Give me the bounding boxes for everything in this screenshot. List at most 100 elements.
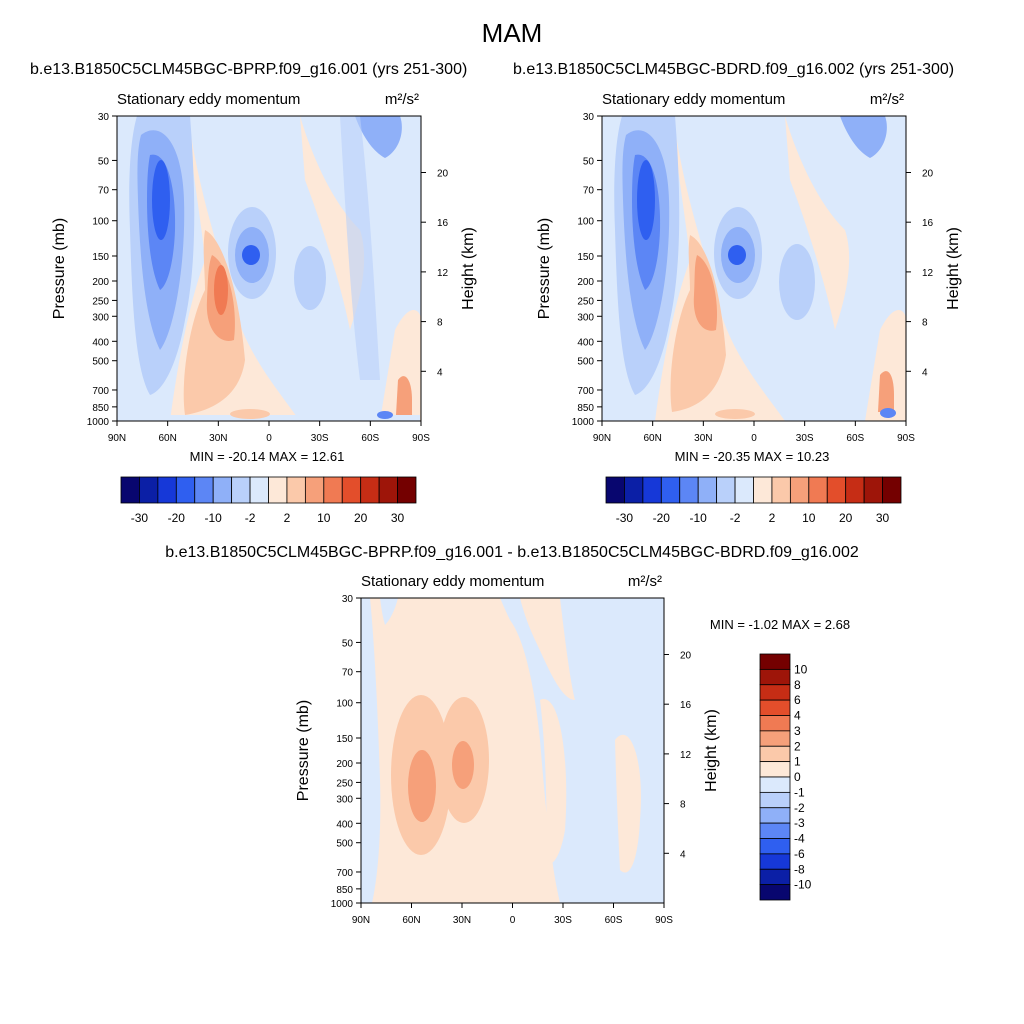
panel1-xtick-label: 60S <box>361 433 379 444</box>
panel1-plot <box>116 115 422 422</box>
panel1-xtick-label: 30S <box>311 433 329 444</box>
panel3-colorbar-label: -6 <box>794 847 805 861</box>
panel2-xtick-label: 30S <box>796 433 814 444</box>
panel3-units: m²/s² <box>628 573 662 590</box>
panel3-colorbar-label: 0 <box>794 770 801 784</box>
panel3-colorbar-box <box>759 791 791 809</box>
panel2-y2tick-label: 16 <box>922 218 934 229</box>
panel2-colorbar-box <box>679 476 699 504</box>
panel1-colorbar-box <box>341 476 362 504</box>
panel1-colorbar-label: 2 <box>284 511 291 525</box>
panel3-ytick-label: 100 <box>336 699 353 710</box>
panel1-colorbar-label: -20 <box>168 511 186 525</box>
panel2-case-title: b.e13.B1850C5CLM45BGC-BDRD.f09_g16.002 (… <box>513 61 955 78</box>
panel3-xtick-label: 0 <box>510 915 516 926</box>
panel3-ytick-label: 400 <box>336 819 353 830</box>
panel3-colorbar-box <box>759 745 791 763</box>
panel3-colorbar-box <box>759 884 791 901</box>
panel1-colorbar-box <box>157 476 177 504</box>
panel3-xtick-label: 90S <box>655 915 673 926</box>
panel2-colorbar-label: 2 <box>769 511 776 525</box>
panel3-ytick-label: 50 <box>342 638 354 649</box>
panel2-colorbar-box <box>734 476 754 504</box>
panel1-case-title: b.e13.B1850C5CLM45BGC-BPRP.f09_g16.001 (… <box>30 61 468 78</box>
panel1-ytick-label: 50 <box>98 156 110 167</box>
panel3-colorbar-label: 8 <box>794 678 801 692</box>
panel3-ytick-label: 500 <box>336 839 353 850</box>
panel3-colorbar-box <box>759 668 791 686</box>
panel3-colorbar-box <box>759 807 791 824</box>
panel3-colorbar-label: -8 <box>794 862 805 876</box>
panel2-xtick-label: 90N <box>593 433 611 444</box>
panel3-xtick-label: 30S <box>554 915 572 926</box>
panel3-colorbar-box <box>759 684 791 701</box>
panel1-colorbar-box <box>360 476 380 504</box>
panel1-colorbar-box <box>286 476 306 504</box>
panel2-colorbar-box <box>845 476 865 504</box>
panel1-colorbar-label: -2 <box>245 511 256 525</box>
panel1-y2tick-label: 16 <box>437 218 449 229</box>
panel3-colorbar-label: -1 <box>794 785 805 799</box>
panel1-y2tick-label: 4 <box>437 367 443 378</box>
panel3-ytick-label: 30 <box>342 594 354 605</box>
panel3-y2label: Height (km) <box>703 709 720 792</box>
panel2-ytick-label: 100 <box>577 217 594 228</box>
panel2-ytick-label: 150 <box>577 252 594 263</box>
panel2-ytick-label: 200 <box>577 277 594 288</box>
panel1-y2tick-label: 8 <box>437 318 443 329</box>
panel2-colorbar-label: -30 <box>616 511 634 525</box>
panel3-colorbar-box <box>759 838 791 855</box>
panel3-y2tick-label: 16 <box>680 700 692 711</box>
panel1-colorbar-label: 30 <box>391 511 405 525</box>
panel3-field-title: Stationary eddy momentum <box>361 573 544 590</box>
panel1-colorbar-box <box>397 476 417 504</box>
panel3-y2tick-label: 4 <box>680 849 686 860</box>
panel2-colorbar-label: -20 <box>653 511 671 525</box>
panel3-colorbar-box <box>759 699 791 716</box>
panel1-minmax: MIN = -20.14 MAX = 12.61 <box>190 449 345 464</box>
panel1-colorbar-box <box>120 476 140 504</box>
panel2-colorbar-box <box>605 476 625 504</box>
panel2-colorbar-box <box>697 476 718 504</box>
panel3-colorbar-label: 6 <box>794 693 801 707</box>
panel2-units: m²/s² <box>870 91 904 108</box>
panel2-colorbar-box <box>789 476 810 504</box>
panel3-ytick-label: 70 <box>342 668 354 679</box>
panel2-ytick-label: 30 <box>583 112 595 123</box>
panel2-ytick-label: 1000 <box>572 417 595 428</box>
panel2-y2tick-label: 8 <box>922 318 928 329</box>
panel3-colorbar-box <box>759 761 791 778</box>
panel3-colorbar-box <box>759 653 791 670</box>
panel2-ytick-label: 70 <box>583 186 595 197</box>
panel2-colorbar-box <box>882 476 902 504</box>
panel2-contours <box>602 116 906 421</box>
panel2-colorbar-label: 10 <box>802 511 816 525</box>
panel1-ytick-label: 400 <box>92 337 109 348</box>
panel2-colorbar-box <box>863 476 883 504</box>
panel2-ylabel: Pressure (mb) <box>536 218 553 319</box>
panel1-field-title: Stationary eddy momentum <box>117 91 300 108</box>
panel1-ytick-label: 1000 <box>87 417 110 428</box>
panel1-ytick-label: 100 <box>92 217 109 228</box>
panel3-colorbar-label: 3 <box>794 724 801 738</box>
panel1-y2label: Height (km) <box>460 227 477 310</box>
panel2-colorbar-label: -2 <box>730 511 741 525</box>
panel2-ytick-label: 50 <box>583 156 595 167</box>
panel1-xtick-label: 0 <box>266 433 272 444</box>
panel2-y2tick-label: 4 <box>922 367 928 378</box>
panel3-contours <box>361 598 664 903</box>
panel3-colorbar-box <box>759 868 791 886</box>
panel1-xtick-label: 60N <box>158 433 176 444</box>
panel2-ytick-label: 700 <box>577 386 594 397</box>
panel2-y2tick-label: 20 <box>922 168 934 179</box>
panel3-colorbar-label: -2 <box>794 801 805 815</box>
panel3-plot <box>360 597 665 904</box>
panel1-y2tick-label: 12 <box>437 268 449 279</box>
panel2-xtick-label: 60S <box>846 433 864 444</box>
panel1-colorbar-label: -30 <box>131 511 149 525</box>
panel2-y2label: Height (km) <box>945 227 962 310</box>
panel2-ytick-label: 400 <box>577 337 594 348</box>
panel1-colorbar-box <box>268 476 288 504</box>
panel1-colorbar-box <box>323 476 343 504</box>
